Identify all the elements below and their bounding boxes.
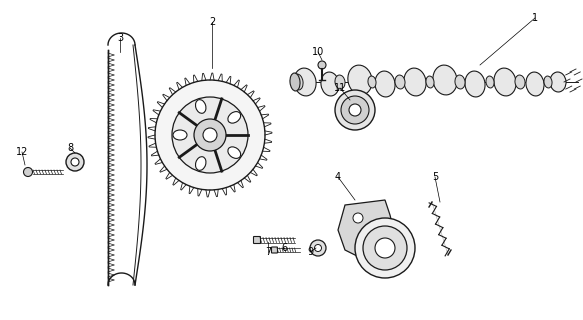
Text: 7: 7: [265, 247, 271, 257]
Text: 4: 4: [335, 172, 341, 182]
Circle shape: [310, 240, 326, 256]
Circle shape: [203, 128, 217, 142]
Text: 8: 8: [67, 143, 73, 153]
Circle shape: [341, 96, 369, 124]
FancyBboxPatch shape: [254, 236, 261, 244]
Ellipse shape: [228, 112, 241, 123]
Ellipse shape: [290, 73, 300, 91]
Text: 12: 12: [16, 147, 28, 157]
Circle shape: [353, 213, 363, 223]
Text: 5: 5: [432, 172, 438, 182]
Text: 9: 9: [307, 247, 313, 257]
Circle shape: [66, 153, 84, 171]
Ellipse shape: [486, 76, 494, 88]
Circle shape: [355, 218, 415, 278]
Ellipse shape: [494, 68, 516, 96]
Polygon shape: [338, 200, 395, 260]
Ellipse shape: [368, 76, 376, 88]
Ellipse shape: [321, 72, 339, 96]
Ellipse shape: [348, 65, 372, 95]
Ellipse shape: [455, 75, 465, 89]
Ellipse shape: [526, 72, 544, 96]
Circle shape: [155, 80, 265, 190]
Ellipse shape: [294, 68, 316, 96]
Text: 2: 2: [209, 17, 215, 27]
Circle shape: [314, 244, 321, 252]
Circle shape: [194, 119, 226, 151]
Circle shape: [71, 158, 79, 166]
Ellipse shape: [426, 76, 434, 88]
Ellipse shape: [195, 157, 206, 170]
Circle shape: [349, 104, 361, 116]
Ellipse shape: [395, 75, 405, 89]
Ellipse shape: [433, 65, 457, 95]
Circle shape: [363, 226, 407, 270]
Circle shape: [318, 61, 326, 69]
Ellipse shape: [293, 74, 303, 90]
Circle shape: [358, 238, 366, 246]
Ellipse shape: [544, 76, 552, 88]
Circle shape: [172, 97, 248, 173]
Ellipse shape: [335, 75, 345, 89]
Text: 3: 3: [117, 33, 123, 43]
Ellipse shape: [550, 72, 566, 92]
Ellipse shape: [515, 75, 525, 89]
Ellipse shape: [465, 71, 485, 97]
Ellipse shape: [173, 130, 187, 140]
Circle shape: [375, 238, 395, 258]
Ellipse shape: [404, 68, 426, 96]
Circle shape: [23, 167, 33, 177]
Text: 10: 10: [312, 47, 324, 57]
Text: 6: 6: [281, 243, 287, 253]
Ellipse shape: [375, 71, 395, 97]
Circle shape: [335, 90, 375, 130]
Text: 11: 11: [334, 83, 346, 93]
Ellipse shape: [195, 100, 206, 113]
Ellipse shape: [228, 147, 241, 158]
Text: 1: 1: [532, 13, 538, 23]
FancyBboxPatch shape: [272, 247, 278, 253]
